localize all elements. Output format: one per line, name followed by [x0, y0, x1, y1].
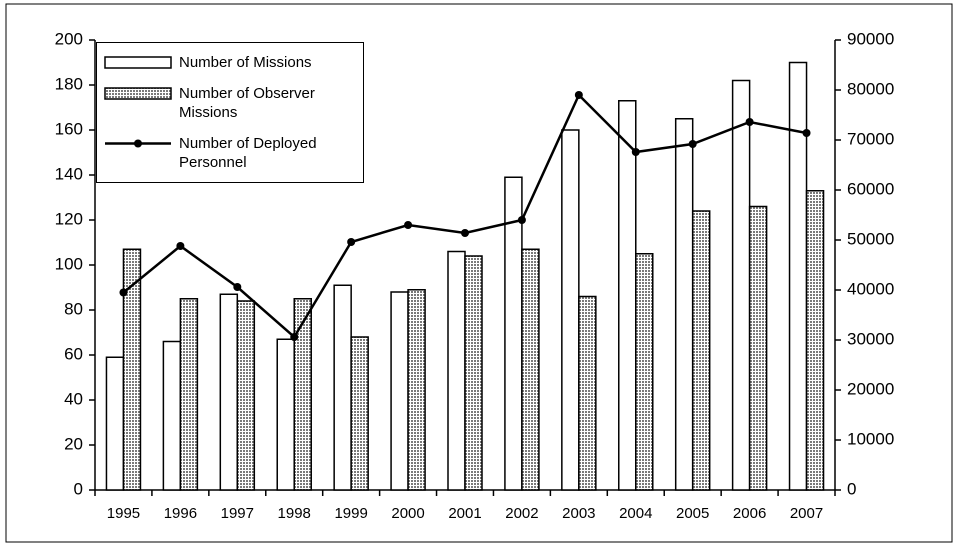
- y-tick-label: 60: [64, 344, 83, 363]
- x-tick-label: 2003: [562, 505, 595, 522]
- bar: [748, 205, 768, 491]
- x-tick-label: 2007: [790, 505, 823, 522]
- x-tick-label: 2006: [733, 505, 766, 522]
- bar: [674, 118, 694, 491]
- y2-tick-label: 60000: [847, 179, 894, 198]
- bar: [805, 190, 825, 491]
- x-tick-label: 2004: [619, 505, 652, 522]
- bar: [618, 100, 637, 491]
- y2-tick-label: 90000: [847, 29, 894, 48]
- bar: [561, 129, 580, 491]
- y2-tick-label: 40000: [847, 279, 894, 298]
- bar: [122, 248, 142, 491]
- legend-label: Number of Missions: [179, 54, 312, 71]
- legend-swatch: [103, 53, 173, 72]
- y2-tick-label: 20000: [847, 379, 894, 398]
- y-tick-label: 100: [55, 254, 83, 273]
- x-tick-label: 2002: [505, 505, 538, 522]
- y-tick-label: 140: [55, 164, 83, 183]
- bar: [179, 298, 199, 491]
- bar: [293, 298, 312, 491]
- bar: [350, 336, 369, 491]
- x-tick-label: 1996: [164, 505, 197, 522]
- x-tick-label: 1999: [334, 505, 367, 522]
- legend-item: Number of Missions: [97, 53, 363, 72]
- y2-tick-label: 10000: [847, 429, 894, 448]
- x-tick-label: 2001: [448, 505, 481, 522]
- bar: [407, 289, 426, 491]
- bar: [635, 253, 654, 491]
- legend-label: Number of Observer Missions: [179, 85, 315, 121]
- point: [631, 148, 640, 156]
- point: [517, 216, 526, 224]
- y-tick-label: 80: [64, 299, 83, 318]
- bar: [447, 250, 466, 491]
- x-tick-label: 1998: [278, 505, 311, 522]
- point: [404, 221, 413, 229]
- bar: [276, 338, 295, 491]
- legend-item: Number of Deployed Personnel: [97, 134, 363, 172]
- legend-label: Number of Deployed Personnel: [179, 135, 317, 171]
- bar: [731, 79, 751, 491]
- bar: [464, 255, 483, 491]
- x-tick-label: 2000: [391, 505, 424, 522]
- x-tick-label: 2005: [676, 505, 709, 522]
- point: [745, 118, 754, 126]
- y-tick-label: 160: [55, 119, 83, 138]
- bar: [788, 61, 808, 491]
- bar: [333, 284, 352, 491]
- y2-tick-label: 70000: [847, 129, 894, 148]
- y2-tick-label: 80000: [847, 79, 894, 98]
- y2-tick-label: 0: [847, 479, 856, 498]
- bar: [691, 210, 711, 491]
- legend: Number of Missions Number of Observer Mis…: [96, 42, 364, 183]
- bar: [578, 295, 597, 491]
- point: [119, 288, 128, 297]
- legend-swatch: [103, 134, 173, 153]
- bar: [521, 248, 540, 491]
- y2-tick-label: 30000: [847, 329, 894, 348]
- y2-tick-label: 50000: [847, 229, 894, 248]
- bar: [105, 356, 125, 491]
- y-tick-label: 180: [55, 74, 83, 93]
- point: [802, 129, 811, 137]
- y-tick-label: 20: [64, 434, 83, 453]
- point: [176, 242, 185, 250]
- y-tick-label: 120: [55, 209, 83, 228]
- bar: [219, 293, 239, 491]
- legend-item: Number of Observer Missions: [97, 84, 363, 122]
- bar: [390, 291, 409, 491]
- point: [347, 238, 356, 246]
- point: [461, 229, 469, 237]
- x-tick-label: 1997: [221, 505, 254, 522]
- y-tick-label: 0: [74, 479, 83, 498]
- point: [688, 140, 697, 148]
- bar: [162, 340, 182, 491]
- point: [290, 333, 299, 341]
- frame: [5, 3, 953, 543]
- point: [233, 283, 242, 291]
- point: [574, 91, 583, 99]
- legend-swatch: [103, 84, 173, 103]
- y-tick-label: 40: [64, 389, 83, 408]
- y-tick-label: 200: [55, 29, 83, 48]
- bar: [236, 300, 256, 491]
- x-tick-label: 1995: [107, 505, 140, 522]
